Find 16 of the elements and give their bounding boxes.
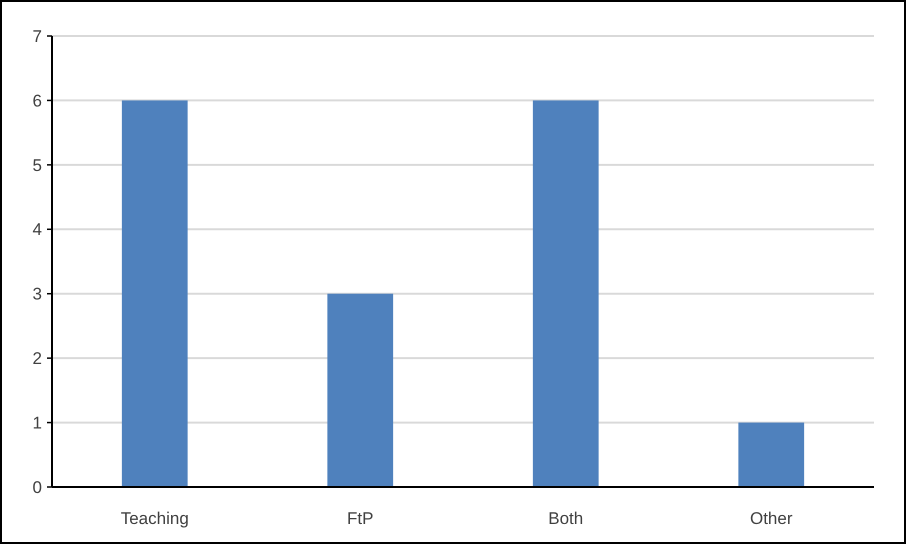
x-tick-label: Other (750, 509, 793, 528)
bar (327, 294, 394, 487)
y-tick-label: 0 (32, 478, 42, 497)
y-tick-label: 1 (32, 414, 42, 433)
bar (738, 422, 804, 487)
bar (532, 100, 599, 487)
bar (122, 100, 188, 487)
y-tick-label: 4 (32, 220, 42, 240)
x-tick-label: FtP (347, 509, 374, 528)
y-tick-label: 7 (32, 26, 42, 46)
x-tick-label: Both (548, 509, 584, 528)
y-tick-label: 5 (32, 156, 42, 175)
y-tick-label: 3 (32, 284, 42, 304)
y-tick-label: 6 (32, 91, 42, 110)
y-tick-label: 2 (32, 349, 42, 368)
x-tick-label: Teaching (120, 509, 189, 528)
